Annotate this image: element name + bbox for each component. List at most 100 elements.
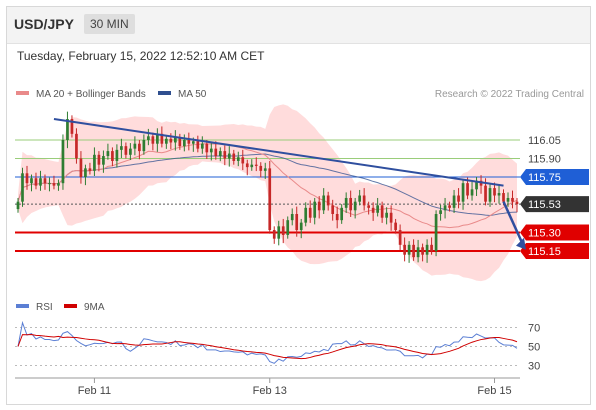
candle-body-93 — [434, 214, 438, 251]
candle-body-4 — [34, 178, 38, 186]
candle-51 — [245, 159, 249, 176]
candle-body-15 — [84, 168, 87, 177]
candle-body-79 — [371, 207, 375, 213]
candle-85 — [398, 224, 402, 251]
candle-body-41 — [200, 143, 204, 149]
candle-68 — [322, 188, 326, 214]
candle-body-17 — [93, 154, 96, 171]
candle-87 — [407, 241, 411, 263]
candle-body-85 — [398, 230, 402, 245]
candle-body-13 — [75, 133, 78, 159]
candle-body-62 — [295, 214, 299, 231]
chart-header: USD/JPY 30 MIN — [7, 7, 590, 44]
legend-swatch-rsi-ma — [64, 304, 77, 308]
instrument-title: USD/JPY — [14, 16, 74, 32]
timeframe-button[interactable]: 30 MIN — [84, 14, 135, 34]
candle-body-74 — [349, 197, 353, 211]
candle-body-50 — [241, 157, 245, 164]
candle-36 — [178, 133, 182, 150]
projection-arrow-head — [515, 237, 526, 250]
candle-78 — [367, 201, 370, 215]
legend-swatch-ma50 — [158, 91, 171, 95]
candle-body-104 — [484, 185, 487, 202]
legend-swatch-rsi — [16, 304, 29, 308]
candle-body-23 — [120, 146, 123, 150]
candle-88 — [412, 239, 415, 261]
legend-label-ma50: MA 50 — [178, 89, 207, 100]
candle-body-54 — [259, 165, 263, 171]
candle-76 — [358, 189, 362, 206]
candle-body-16 — [88, 168, 92, 171]
candle-74 — [349, 190, 353, 217]
candle-body-73 — [344, 197, 348, 208]
candle-body-30 — [151, 136, 155, 144]
candle-body-43 — [209, 148, 213, 153]
candle-body-27 — [138, 143, 141, 152]
candle-23 — [120, 138, 123, 159]
candle-20 — [106, 143, 110, 160]
candle-body-47 — [227, 153, 231, 159]
candle-89 — [416, 239, 420, 263]
candle-75 — [353, 197, 357, 219]
candle-6 — [43, 174, 47, 190]
candle-99 — [461, 179, 465, 210]
candle-9 — [57, 179, 60, 191]
candle-body-95 — [443, 205, 447, 211]
candle-97 — [452, 189, 456, 214]
candle-body-3 — [30, 178, 33, 184]
candle-body-91 — [425, 244, 429, 255]
candle-body-10 — [61, 140, 65, 184]
candle-35 — [173, 130, 177, 151]
candle-body-24 — [124, 146, 128, 155]
candle-93 — [434, 210, 438, 257]
candle-body-110 — [511, 197, 514, 202]
candle-body-39 — [191, 141, 195, 144]
candle-59 — [281, 218, 285, 244]
level-label-2: 115.75 — [528, 172, 561, 184]
candle-17 — [93, 147, 96, 177]
level-label-0: 116.05 — [528, 135, 561, 147]
candle-body-101 — [470, 189, 474, 196]
candle-2 — [25, 165, 29, 190]
candle-44 — [214, 141, 218, 160]
candle-21 — [111, 147, 114, 167]
candle-body-68 — [322, 195, 326, 211]
candle-body-96 — [448, 205, 451, 208]
candle-body-66 — [313, 201, 317, 218]
candle-body-46 — [223, 151, 227, 159]
candle-22 — [115, 144, 119, 168]
candle-81 — [380, 201, 384, 223]
candle-43 — [209, 143, 213, 161]
candle-body-42 — [205, 143, 209, 153]
candle-body-100 — [466, 183, 469, 196]
candle-83 — [389, 205, 393, 231]
candle-body-76 — [358, 195, 362, 202]
candle-body-36 — [178, 137, 182, 147]
candle-body-56 — [268, 168, 272, 231]
candle-10 — [61, 134, 65, 190]
candle-body-19 — [102, 156, 105, 165]
candle-13 — [75, 128, 78, 164]
candle-86 — [403, 237, 406, 262]
candle-body-92 — [430, 244, 433, 251]
candle-body-77 — [362, 195, 366, 206]
candle-69 — [326, 191, 330, 211]
candle-8 — [52, 175, 56, 190]
level-label-5: 115.15 — [528, 246, 561, 258]
candle-102 — [475, 177, 478, 196]
candle-body-32 — [160, 133, 164, 144]
candle-56 — [268, 160, 272, 234]
candle-70 — [331, 199, 335, 221]
candle-72 — [340, 204, 344, 224]
candle-18 — [97, 151, 101, 172]
candle-body-22 — [115, 149, 119, 161]
candle-body-45 — [218, 151, 222, 157]
candle-55 — [263, 162, 267, 179]
candle-body-90 — [421, 247, 424, 255]
candle-body-106 — [493, 188, 496, 196]
candle-90 — [421, 243, 424, 262]
candle-28 — [142, 134, 146, 155]
candle-body-25 — [129, 148, 132, 155]
candle-53 — [254, 157, 258, 172]
